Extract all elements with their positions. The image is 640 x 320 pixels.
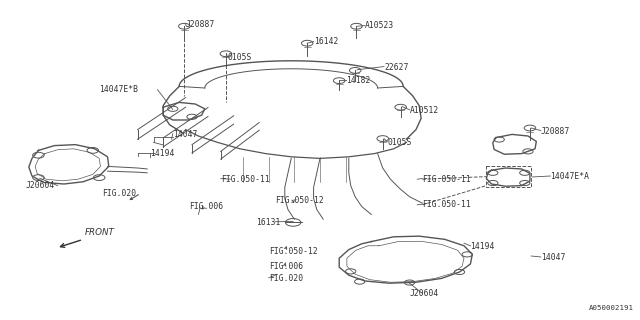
Text: 14047E*B: 14047E*B <box>99 85 138 94</box>
Text: 14047: 14047 <box>173 130 197 139</box>
Text: A10523: A10523 <box>365 21 394 30</box>
Text: FIG.006: FIG.006 <box>189 202 223 211</box>
Text: 14047E*A: 14047E*A <box>550 172 589 180</box>
Text: 14182: 14182 <box>346 76 370 84</box>
Text: 16131: 16131 <box>256 218 280 227</box>
Text: 0105S: 0105S <box>387 138 412 147</box>
Text: 14194: 14194 <box>150 149 175 158</box>
Text: A10512: A10512 <box>410 106 439 115</box>
Text: FIG.050-12: FIG.050-12 <box>269 247 317 256</box>
Text: FIG.020: FIG.020 <box>102 189 136 198</box>
Text: 22627: 22627 <box>384 63 408 72</box>
Text: J20604: J20604 <box>410 289 439 298</box>
Text: 0105S: 0105S <box>227 53 252 62</box>
Text: A050002191: A050002191 <box>589 305 634 311</box>
Text: 16142: 16142 <box>314 37 338 46</box>
Text: FIG.050-11: FIG.050-11 <box>422 200 471 209</box>
Text: FIG.020: FIG.020 <box>269 274 303 283</box>
Text: 14194: 14194 <box>470 242 495 251</box>
Text: J20604: J20604 <box>26 181 55 190</box>
Text: FIG.006: FIG.006 <box>269 262 303 271</box>
Text: FIG.050-12: FIG.050-12 <box>275 196 324 204</box>
Text: FRONT: FRONT <box>85 228 115 237</box>
Text: 14047: 14047 <box>541 253 565 262</box>
Text: FIG.050-11: FIG.050-11 <box>422 175 471 184</box>
Text: FIG.050-11: FIG.050-11 <box>221 175 269 184</box>
Text: J20887: J20887 <box>186 20 215 28</box>
Text: J20887: J20887 <box>541 127 570 136</box>
